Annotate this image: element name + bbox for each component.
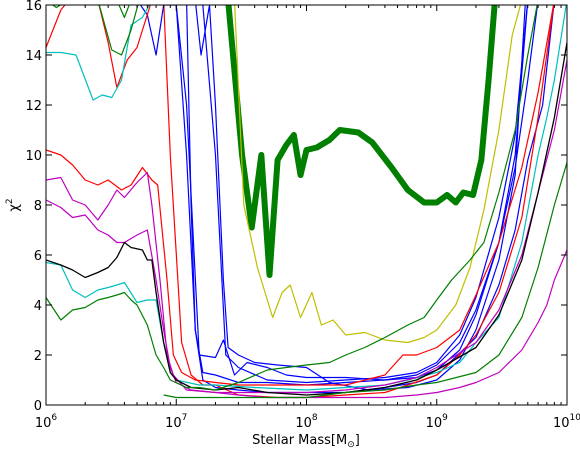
x-tick-label-exp: 10 (570, 413, 580, 423)
x-tick-label: 107 (165, 413, 187, 431)
y-tick-label: 4 (34, 299, 42, 314)
series-layer (46, 5, 567, 399)
series-line-16 (46, 42, 567, 396)
x-tick-label: 108 (295, 413, 318, 431)
x-tick-label-exp: 6 (51, 413, 57, 423)
x-tick-label-base: 10 (35, 416, 52, 431)
y-axis-label-sup: 2 (5, 198, 15, 204)
x-tick-label-exp: 8 (312, 413, 318, 423)
x-tick-label: 1010 (553, 413, 580, 431)
x-tick-label-exp: 7 (182, 413, 188, 423)
x-tick-label-base: 10 (553, 416, 570, 431)
y-axis-label: χ2 (5, 198, 22, 211)
y-axis-label-main: χ (7, 204, 22, 212)
series-line-18 (51, 5, 62, 9)
series-line-11 (46, 5, 555, 386)
y-tick-label: 0 (34, 399, 42, 414)
y-tick-label: 2 (34, 349, 42, 364)
x-tick-label-base: 10 (426, 416, 443, 431)
x-axis-label-main: Stellar Mass[M (252, 433, 347, 448)
y-tick-label: 8 (34, 199, 42, 214)
y-tick-label: 6 (34, 249, 42, 264)
series-line-12 (46, 5, 150, 101)
series-line-5 (195, 5, 526, 391)
y-tick-label: 12 (25, 99, 42, 114)
series-line-17 (118, 5, 130, 19)
ticks-layer (45, 4, 568, 406)
x-tick-label-base: 10 (295, 416, 312, 431)
x-tick-label-exp: 9 (442, 413, 448, 423)
y-tick-labels: 0 2 4 6 8 10 12 14 16 (25, 0, 42, 414)
series-line-10 (163, 5, 555, 399)
x-axis-label: Stellar Mass[M⊙] (252, 433, 360, 450)
series-line-20 (46, 5, 538, 391)
y-tick-label: 14 (25, 49, 42, 64)
x-tick-label: 109 (426, 413, 449, 431)
x-axis-label-sub: ⊙ (347, 440, 355, 450)
x-tick-label-base: 10 (165, 416, 182, 431)
series-line-8 (46, 5, 66, 48)
y-tick-label: 10 (25, 149, 42, 164)
series-line-1 (225, 5, 498, 278)
y-tick-label: 16 (25, 0, 42, 14)
series-line-2 (234, 5, 522, 344)
x-tick-labels: 106 107 108 109 1010 (35, 413, 580, 431)
series-line-6 (139, 5, 528, 381)
x-axis-label-end: ] (355, 433, 360, 448)
series-line-19 (98, 5, 139, 56)
series-line-21 (163, 162, 567, 399)
x-tick-label: 106 (35, 413, 58, 431)
